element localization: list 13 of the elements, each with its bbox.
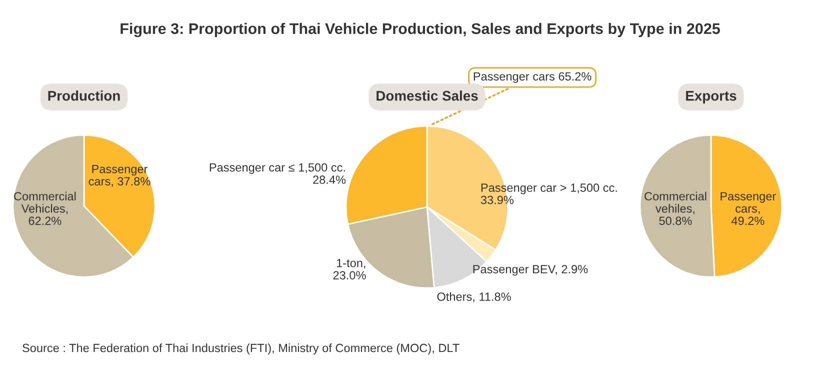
source-note: Source : The Federation of Thai Industries (FTI), Ministry of Commerce (MOC), DLT	[22, 343, 460, 354]
slice-label: Commercial Vehicles, 62.2%	[14, 192, 76, 226]
caption: Figure 3: Proportion of Thai Vehicle Production, Sales and Exports by Type in 2025	[120, 22, 720, 38]
slice-label: Passenger BEV, 2.9%	[473, 264, 588, 276]
slice-label: Passenger car ≤ 1,500 cc. 28.4%	[210, 163, 346, 184]
chart-title: Domestic Sales	[376, 90, 478, 101]
slice-label: Others, 11.8%	[437, 292, 511, 302]
chart-title: Production	[48, 90, 120, 101]
chart-title: Exports	[686, 91, 736, 104]
slice-label: 1-ton, 23.0%	[333, 258, 366, 280]
slice-label: Passenger cars, 49.2%	[720, 192, 776, 226]
slice-label: Commercial vehiles, 50.8%	[644, 192, 706, 226]
text: Passenger cars 65.2%	[474, 72, 592, 83]
